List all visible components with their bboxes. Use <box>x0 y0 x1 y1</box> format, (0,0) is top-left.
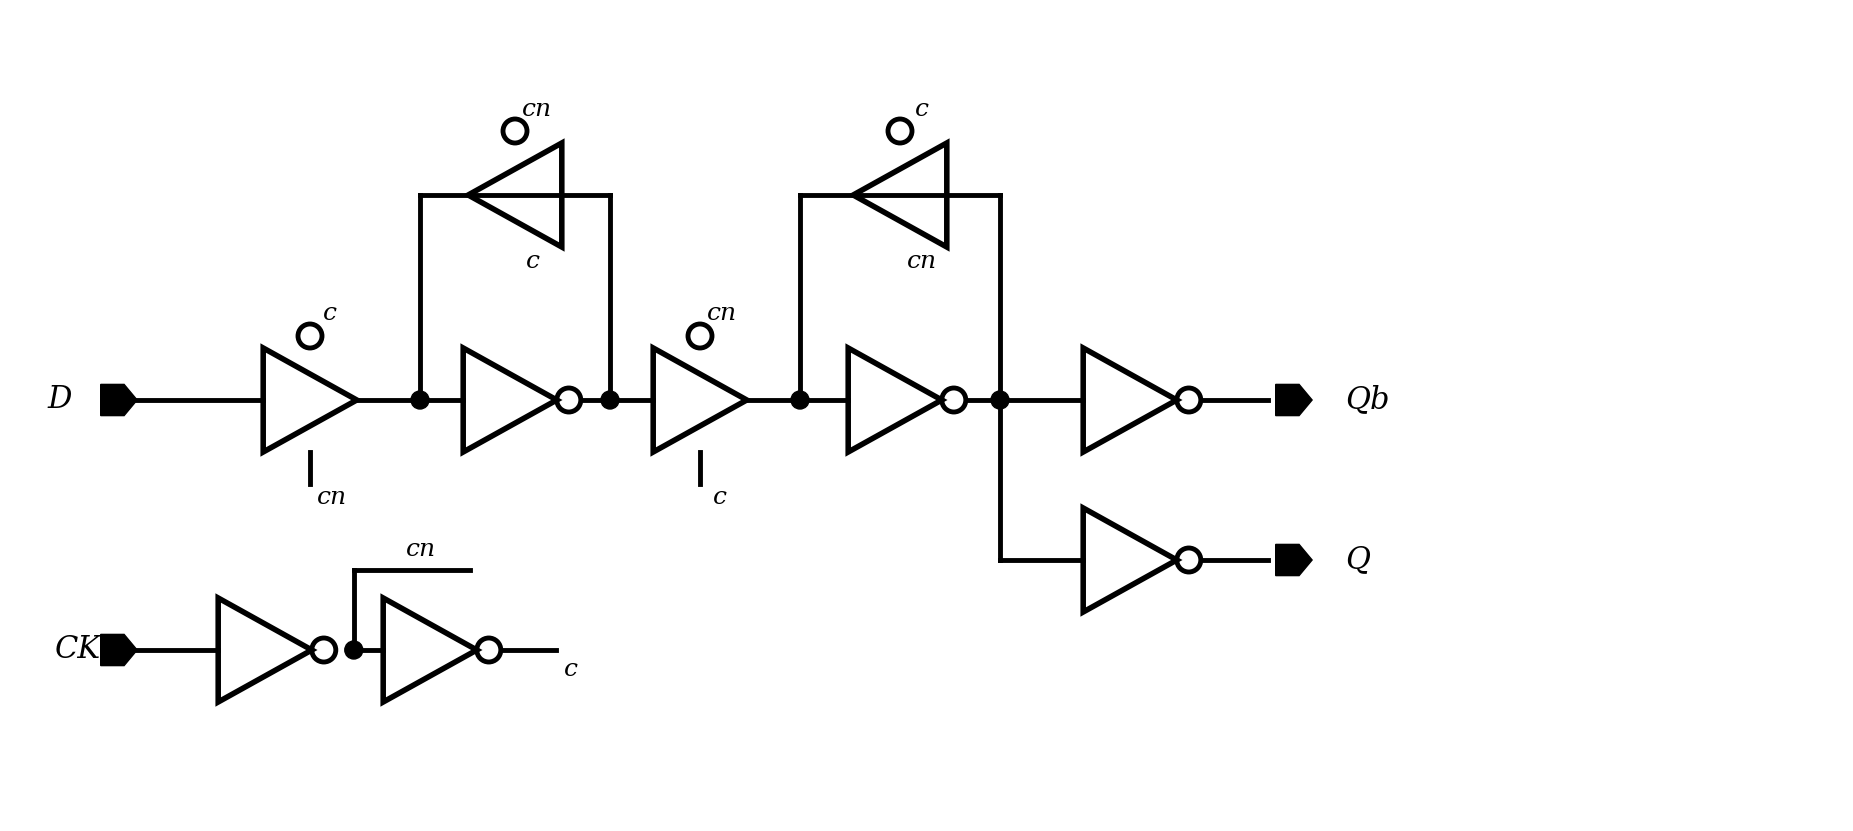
Text: D: D <box>48 385 72 416</box>
Text: c: c <box>915 97 928 120</box>
Polygon shape <box>1275 544 1312 576</box>
Text: cn: cn <box>708 302 737 326</box>
Text: c: c <box>563 658 578 681</box>
Text: Qb: Qb <box>1345 385 1390 416</box>
Text: Q: Q <box>1345 544 1369 576</box>
Text: cn: cn <box>523 97 552 120</box>
Circle shape <box>991 391 1010 409</box>
Text: c: c <box>526 249 539 273</box>
Circle shape <box>600 391 619 409</box>
Circle shape <box>791 391 810 409</box>
Text: cn: cn <box>406 538 435 562</box>
Text: c: c <box>713 486 726 509</box>
Text: cn: cn <box>906 249 938 273</box>
Text: cn: cn <box>317 486 347 509</box>
Polygon shape <box>1275 385 1312 416</box>
Polygon shape <box>100 385 137 416</box>
Polygon shape <box>100 634 137 666</box>
Text: c: c <box>322 302 337 326</box>
Circle shape <box>345 641 363 659</box>
Text: CK: CK <box>56 635 102 666</box>
Circle shape <box>411 391 430 409</box>
